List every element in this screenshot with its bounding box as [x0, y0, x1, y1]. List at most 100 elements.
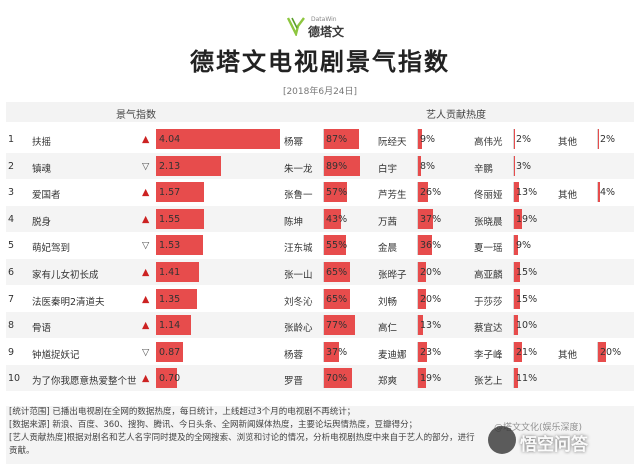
artist-name: 张艺上 — [474, 376, 503, 388]
artist-percent-value: 87% — [326, 134, 348, 145]
index-value: 1.14 — [159, 320, 181, 332]
index-value: 1.53 — [159, 240, 181, 252]
table-row: 9 钟馗捉妖记 ▽ 0.87 杨蓉 37% 麦迪娜 23% 李子峰 21% 其他 20% — [6, 338, 634, 365]
artist-name: 高伟光 — [474, 137, 503, 148]
rank-number: 1 — [8, 134, 15, 145]
artist-percent-value: 20% — [420, 267, 442, 278]
artist-percent-bar — [324, 368, 352, 389]
table-row: 10 为了你我愿意热爱整个世 ▲ 0.70 罗晋 70% 郑爽 19% 张艺上 11% — [6, 365, 634, 392]
table-row: 6 家有儿女初长成 ▲ 1.41 张一山 65% 张晔子 20% 高亚麟 15% — [6, 259, 634, 285]
report-date: [2018年6月24日] — [282, 87, 358, 97]
index-value: 0.70 — [159, 373, 181, 385]
percent-axis — [417, 208, 418, 229]
percent-axis — [417, 341, 418, 362]
artist-percent-bar — [418, 182, 429, 203]
artist-name: 其他 — [558, 137, 578, 148]
note-line: [艺人贡献热度]根据对剧名和艺人名字同时提及的全网搜索、浏览和讨论的情况，分析电… — [9, 433, 475, 443]
percent-axis — [323, 262, 324, 282]
artist-name: 刘冬沁 — [284, 296, 313, 308]
artist-percent-bar — [418, 315, 424, 336]
artist-name: 高仁 — [378, 323, 398, 335]
percent-axis — [513, 262, 514, 282]
artist-percent-value: 65% — [326, 267, 348, 278]
percent-axis — [417, 368, 418, 389]
drama-name: 法医秦明2清道夫 — [32, 296, 105, 308]
artist-percent-bar — [418, 208, 433, 229]
artist-percent-bar — [418, 288, 426, 309]
artist-percent-value: 20% — [420, 293, 442, 305]
artist-name: 张鲁一 — [284, 190, 313, 202]
rank-number: 3 — [8, 187, 15, 199]
percent-axis — [513, 129, 514, 149]
artist-percent-value: 21% — [516, 346, 538, 358]
table-row: 4 脱身 ▲ 1.55 陈坤 43% 万茜 37% 张晓晨 19% — [6, 205, 634, 232]
logo-subtitle: DataWin — [311, 16, 337, 23]
percent-axis — [323, 208, 324, 229]
artist-percent-value: 43% — [326, 213, 348, 225]
note-line: [统计范围] 已播出电视剧在全网的数据热度，每日统计，上线超过3个月的电视剧不再… — [9, 407, 356, 417]
artist-name: 其他 — [558, 349, 578, 361]
artist-percent-value: 65% — [326, 293, 348, 305]
artist-percent-value: 2% — [516, 134, 532, 145]
artist-percent-bar — [514, 315, 518, 336]
drama-name: 家有儿女初长成 — [32, 270, 99, 281]
table-row: 5 萌妃驾到 ▽ 1.53 汪东城 55% 金晨 36% 夏一瑶 9% — [6, 232, 634, 259]
artist-percent-value: 26% — [420, 187, 442, 199]
artist-percent-bar — [514, 129, 515, 149]
watermark: @塔文文化(娱乐深度) 悟空问答 — [488, 420, 638, 460]
artist-percent-bar — [324, 341, 339, 362]
artist-percent-value: 15% — [516, 293, 538, 305]
rank-number: 2 — [8, 160, 15, 172]
artist-percent-bar — [324, 288, 350, 309]
artist-name: 陈坤 — [284, 216, 304, 228]
artist-name: 于莎莎 — [474, 296, 503, 308]
rank-number: 6 — [8, 267, 15, 278]
artist-percent-bar — [514, 262, 520, 282]
artist-percent-value: 11% — [516, 373, 538, 385]
index-value: 2.13 — [159, 160, 181, 172]
percent-axis — [323, 368, 324, 389]
percent-axis — [417, 129, 418, 149]
table-row: 1 扶摇 ▲ 4.04 杨幂 87% 阮经天 9% 高伟光 2% 其他 2% — [6, 126, 634, 152]
percent-axis — [323, 155, 324, 176]
index-value: 1.57 — [159, 187, 181, 199]
percent-axis — [323, 235, 324, 256]
rank-number: 9 — [8, 346, 15, 358]
artist-percent-value: 10% — [516, 320, 538, 332]
artist-percent-value: 89% — [326, 160, 348, 172]
artist-percent-value: 3% — [516, 160, 532, 172]
drama-name: 萌妃驾到 — [32, 243, 71, 255]
artist-percent-bar — [598, 182, 600, 203]
artist-percent-bar — [514, 208, 522, 229]
drama-name: 镇魂 — [32, 163, 52, 175]
index-bar — [156, 155, 222, 176]
table-header: 景气指数 艺人贡献热度 — [6, 102, 634, 122]
artist-name: 李子峰 — [474, 349, 503, 361]
table-row: 8 骨语 ▲ 1.14 张龄心 77% 高仁 13% 蔡宜达 10% — [6, 312, 634, 339]
artist-name: 芦芳生 — [378, 190, 407, 202]
table-row: 2 镇魂 ▽ 2.13 朱一龙 89% 白宇 8% 辛鹏 3% — [6, 152, 634, 179]
trend-down-icon: ▽ — [142, 346, 150, 358]
note-line: 贡献。 — [9, 446, 35, 456]
artist-percent-value: 15% — [516, 267, 538, 278]
artist-name: 杨幂 — [284, 137, 304, 148]
watermark-text: 悟空问答 — [520, 435, 588, 455]
artist-percent-value: 9% — [516, 240, 532, 252]
artist-percent-value: 19% — [516, 213, 538, 225]
percent-axis — [513, 341, 514, 362]
artist-percent-bar — [514, 341, 523, 362]
percent-axis — [323, 182, 324, 203]
artist-name: 麦迪娜 — [378, 349, 407, 361]
index-bar — [156, 208, 204, 229]
artist-percent-bar — [418, 341, 428, 362]
trend-up-icon: ▲ — [142, 267, 150, 278]
artist-percent-value: 2% — [600, 134, 616, 145]
index-value: 0.87 — [159, 346, 181, 358]
logo: DataWin 德塔文 — [286, 16, 356, 39]
artist-name: 罗晋 — [284, 376, 304, 388]
drama-name: 钟馗捉妖记 — [32, 349, 80, 361]
artist-percent-value: 57% — [326, 187, 348, 199]
artist-percent-bar — [598, 341, 606, 362]
rank-number: 8 — [8, 320, 15, 332]
index-value: 1.55 — [159, 213, 181, 225]
